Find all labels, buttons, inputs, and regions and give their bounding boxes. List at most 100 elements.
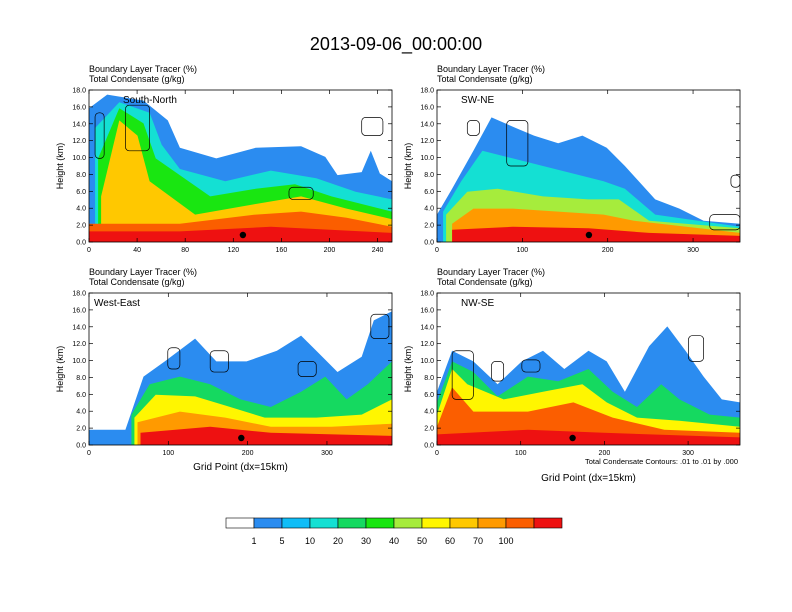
x-tick-label: 160 xyxy=(276,247,288,254)
x-tick-label: 80 xyxy=(181,247,189,254)
condensate-contour xyxy=(709,214,740,231)
tracer-level-60 xyxy=(101,120,392,242)
y-tick-label: 10.0 xyxy=(420,358,434,365)
panel-condensate-title: Total Condensate (g/kg) xyxy=(89,74,185,84)
x-tick-label: 120 xyxy=(227,247,239,254)
panel-tracer-title: Boundary Layer Tracer (%) xyxy=(89,267,197,277)
condensate-contour xyxy=(451,350,474,400)
y-axis-label: Height (km) xyxy=(55,143,65,190)
x-tick-label: 200 xyxy=(324,247,336,254)
y-tick-label: 4.0 xyxy=(424,409,434,416)
x-tick-label: 0 xyxy=(435,247,439,254)
y-tick-label: 8.0 xyxy=(424,375,434,382)
panel-nw-se: Boundary Layer Tracer (%)Total Condensat… xyxy=(403,267,741,484)
y-tick-label: 12.0 xyxy=(72,341,86,348)
colorbar-swatch xyxy=(533,517,563,529)
colorbar-label: 50 xyxy=(417,536,427,546)
condensate-contour xyxy=(361,117,384,136)
y-tick-label: 10.0 xyxy=(72,358,86,365)
plot-frame xyxy=(436,292,741,446)
panel-condensate-title: Total Condensate (g/kg) xyxy=(437,277,533,287)
x-axis-label: Grid Point (dx=15km) xyxy=(193,462,288,473)
y-axis-label: Height (km) xyxy=(55,346,65,393)
colorbar-label: 10 xyxy=(305,536,315,546)
y-tick-label: 10.0 xyxy=(72,155,86,162)
y-tick-label: 12.0 xyxy=(420,138,434,145)
page-title: 2013-09-06_00:00:00 xyxy=(310,34,482,55)
tracer-field xyxy=(437,117,740,242)
y-tick-label: 16.0 xyxy=(420,307,434,314)
condensate-contour xyxy=(167,347,181,370)
colorbar-swatch xyxy=(449,517,479,529)
colorbar-label: 30 xyxy=(361,536,371,546)
colorbar-swatch xyxy=(505,517,535,529)
x-tick-label: 200 xyxy=(599,450,611,457)
y-tick-label: 2.0 xyxy=(424,426,434,433)
colorbar-swatch xyxy=(477,517,507,529)
tracer-level-100 xyxy=(140,426,392,445)
y-tick-label: 6.0 xyxy=(424,189,434,196)
terrain-marker xyxy=(238,434,245,442)
x-tick-label: 0 xyxy=(87,450,91,457)
y-tick-label: 2.0 xyxy=(76,426,86,433)
tracer-field xyxy=(437,326,740,445)
colorbar-swatch xyxy=(225,517,255,529)
y-tick-label: 18.0 xyxy=(420,88,434,95)
condensate-contour xyxy=(521,359,541,373)
condensate-contour xyxy=(125,104,150,152)
y-tick-label: 8.0 xyxy=(424,172,434,179)
x-tick-label: 300 xyxy=(682,450,694,457)
panel-condensate-title: Total Condensate (g/kg) xyxy=(437,74,533,84)
tracer-field xyxy=(89,311,392,445)
x-tick-label: 200 xyxy=(602,247,614,254)
condensate-contour xyxy=(688,335,704,362)
y-tick-label: 2.0 xyxy=(424,223,434,230)
colorbar-label: 1 xyxy=(251,536,256,546)
condensate-contour xyxy=(730,174,740,188)
tracer-field xyxy=(89,94,392,242)
colorbar-swatch xyxy=(365,517,395,529)
panel-condensate-title: Total Condensate (g/kg) xyxy=(89,277,185,287)
terrain-marker xyxy=(585,231,593,239)
condensate-contour xyxy=(506,120,529,167)
panel-inner-label: West-East xyxy=(94,298,140,309)
plot-frame xyxy=(436,89,741,243)
colorbar-label: 40 xyxy=(389,536,399,546)
panel-tracer-title: Boundary Layer Tracer (%) xyxy=(89,64,197,74)
y-tick-label: 4.0 xyxy=(76,206,86,213)
y-tick-label: 14.0 xyxy=(72,121,86,128)
y-tick-label: 0.0 xyxy=(76,240,86,247)
panel-south-north: Boundary Layer Tracer (%)Total Condensat… xyxy=(55,64,393,254)
tracer-level-100 xyxy=(437,387,740,445)
y-tick-label: 14.0 xyxy=(72,324,86,331)
y-tick-label: 16.0 xyxy=(72,307,86,314)
condensate-contour xyxy=(466,120,480,136)
y-tick-label: 0.0 xyxy=(76,443,86,450)
y-tick-label: 16.0 xyxy=(72,104,86,111)
y-tick-label: 6.0 xyxy=(76,392,86,399)
panel-tracer-title: Boundary Layer Tracer (%) xyxy=(437,267,545,277)
y-tick-label: 0.0 xyxy=(424,443,434,450)
y-axis-label: Height (km) xyxy=(403,143,413,190)
colorbar: 1 5 10 20 30 40 50 60 70 100 xyxy=(225,517,563,546)
x-tick-label: 240 xyxy=(372,247,384,254)
x-tick-label: 100 xyxy=(515,450,527,457)
y-tick-label: 18.0 xyxy=(420,291,434,298)
condensate-contour xyxy=(288,186,314,200)
x-tick-label: 100 xyxy=(162,450,174,457)
panel-inner-label: SW-NE xyxy=(461,95,494,106)
tracer-level-100 xyxy=(437,429,740,445)
x-tick-label: 100 xyxy=(517,247,529,254)
terrain-marker xyxy=(239,231,247,239)
y-tick-label: 2.0 xyxy=(76,223,86,230)
panel-sw-ne: Boundary Layer Tracer (%)Total Condensat… xyxy=(403,64,741,254)
panel-tracer-title: Boundary Layer Tracer (%) xyxy=(437,64,545,74)
y-tick-label: 4.0 xyxy=(424,206,434,213)
x-tick-label: 200 xyxy=(242,450,254,457)
y-tick-label: 6.0 xyxy=(424,392,434,399)
x-axis-label: Grid Point (dx=15km) xyxy=(541,473,636,484)
y-tick-label: 12.0 xyxy=(420,341,434,348)
contour-note: Total Condensate Contours: .01 to .01 by… xyxy=(585,457,738,466)
x-tick-label: 300 xyxy=(687,247,699,254)
colorbar-label: 20 xyxy=(333,536,343,546)
